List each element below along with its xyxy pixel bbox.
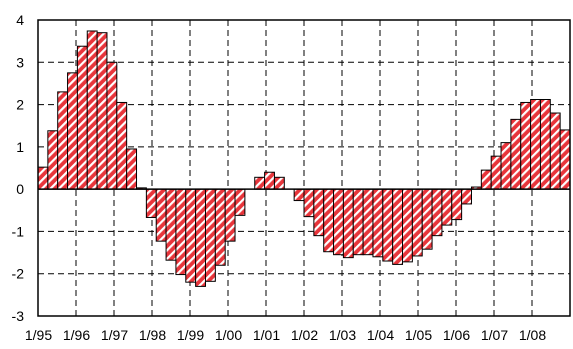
y-tick-label: 4 [16, 12, 24, 28]
x-tick-label: 1/99 [177, 327, 204, 343]
bar [86, 30, 98, 190]
bar [96, 32, 108, 190]
bar [264, 171, 275, 190]
bar [273, 176, 285, 190]
bar [165, 188, 177, 261]
grid [38, 20, 570, 316]
bar [303, 188, 315, 218]
bar [323, 188, 335, 253]
bar [520, 101, 532, 190]
plot-frame [37, 19, 571, 317]
bar [106, 61, 118, 190]
bar [155, 188, 167, 242]
y-tick-label: 0 [16, 181, 24, 197]
y-tick-label: 2 [16, 97, 24, 113]
bar [530, 98, 541, 190]
bar [145, 188, 157, 218]
bar [57, 91, 69, 190]
x-tick-label: 1/06 [443, 327, 470, 343]
y-tick-label: 3 [16, 54, 24, 70]
x-tick-label: 1/04 [367, 327, 394, 343]
bar [67, 72, 78, 190]
y-tick-label: -2 [12, 266, 25, 282]
bar [224, 188, 236, 242]
x-tick-label: 1/96 [63, 327, 90, 343]
x-tick-label: 1/03 [329, 327, 356, 343]
x-axis: 1/95 1/96 1/97 1/98 1/99 1/00 1/01 1/02 1/03 1/04… [25, 327, 546, 343]
x-tick-label: 1/02 [291, 327, 318, 343]
bar [313, 188, 325, 237]
x-tick-label: 1/98 [139, 327, 166, 343]
x-tick-label: 1/97 [101, 327, 128, 343]
y-tick-label: 1 [16, 139, 24, 155]
x-tick-label: 1/01 [253, 327, 280, 343]
bar [204, 188, 216, 282]
bar [342, 188, 354, 259]
bar [549, 112, 561, 190]
y-tick-label: -3 [12, 308, 25, 324]
bar [451, 188, 463, 221]
x-tick-label: 1/08 [519, 327, 546, 343]
bar [392, 188, 404, 265]
bar [441, 188, 453, 226]
bar [510, 118, 522, 190]
bar [362, 188, 374, 256]
bar [214, 188, 226, 266]
bar [421, 188, 433, 250]
bar [559, 129, 571, 190]
bar [402, 188, 413, 263]
bar [47, 130, 59, 190]
bar [126, 148, 138, 190]
bar [185, 188, 197, 283]
bar [500, 142, 512, 190]
bar [352, 188, 364, 256]
bars [37, 30, 571, 287]
bar [431, 188, 443, 237]
bar [382, 188, 394, 262]
x-tick-label: 1/05 [405, 327, 432, 343]
bar [234, 188, 246, 216]
y-axis: 4 3 2 1 0 -1 -2 -3 [12, 12, 25, 324]
bar [37, 166, 49, 190]
bar [539, 98, 551, 190]
y-tick-label: -1 [12, 223, 25, 239]
bar [490, 155, 502, 190]
bar [175, 188, 187, 276]
bar [461, 188, 472, 205]
bar [116, 101, 128, 190]
bar [293, 188, 305, 202]
bar [411, 188, 423, 257]
bar [254, 176, 266, 190]
bar [333, 188, 344, 256]
bar [372, 188, 384, 258]
plot-area-border [37, 19, 571, 317]
x-tick-label: 1/95 [25, 327, 52, 343]
bar [195, 188, 206, 287]
x-tick-label: 1/07 [481, 327, 508, 343]
x-tick-label: 1/00 [215, 327, 242, 343]
bar [480, 169, 492, 190]
bar [76, 45, 88, 190]
